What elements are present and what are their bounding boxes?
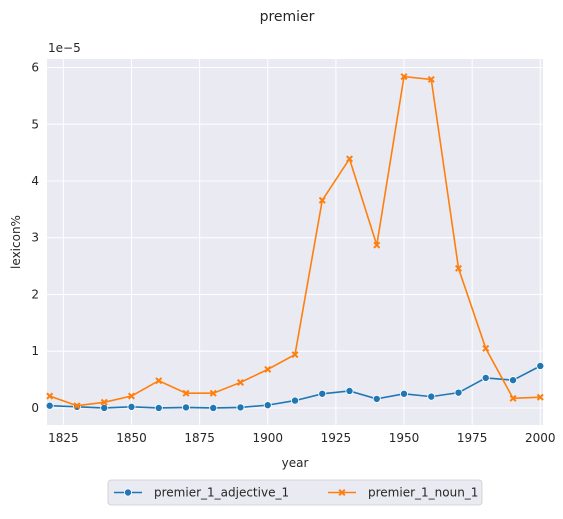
data-point: [427, 392, 436, 401]
data-point: [155, 377, 163, 385]
data-point: [154, 403, 163, 412]
legend-item: premier_1_adjective_1: [114, 486, 289, 500]
y-axis-scale-label: 1e−5: [48, 41, 81, 55]
x-tick-label: 1950: [389, 431, 420, 445]
data-point: [373, 241, 381, 249]
x-tick-label: 1875: [184, 431, 215, 445]
data-point: [127, 392, 135, 400]
legend-label: premier_1_noun_1: [368, 486, 478, 500]
data-point: [427, 75, 435, 83]
y-tick-label: 0: [31, 401, 39, 415]
x-axis-label: year: [282, 456, 309, 470]
y-tick-label: 4: [31, 174, 39, 188]
data-point: [264, 365, 272, 373]
series-1: [45, 361, 545, 412]
legend-label: premier_1_adjective_1: [154, 486, 289, 500]
data-point: [481, 373, 490, 382]
data-point: [236, 403, 245, 412]
y-tick-label: 1: [31, 344, 39, 358]
data-point: [318, 389, 327, 398]
data-point: [345, 386, 354, 395]
x-tick-labels: 1825 1850 1875 1900 1925 1950 1975 2000: [48, 431, 555, 445]
data-point: [181, 403, 190, 412]
x-tick-label: 1850: [116, 431, 147, 445]
legend-item: premier_1_noun_1: [328, 486, 478, 500]
y-tick-label: 5: [31, 117, 39, 131]
data-point: [209, 403, 218, 412]
data-point: [400, 389, 409, 398]
data-point: [290, 396, 299, 405]
data-point: [482, 344, 490, 352]
data-point: [372, 394, 381, 403]
data-point: [100, 403, 109, 412]
x-tick-label: 1825: [48, 431, 79, 445]
data-point: [345, 155, 354, 163]
data-point: [291, 351, 299, 359]
series-layer: [45, 73, 545, 412]
data-point: [45, 401, 54, 410]
x-tick-label: 1900: [252, 431, 283, 445]
y-axis-label: lexicon%: [9, 215, 23, 269]
data-point: [338, 488, 346, 497]
data-point: [182, 389, 190, 397]
data-point: [509, 376, 518, 385]
x-tick-label: 2000: [525, 431, 556, 445]
plot-area: [47, 59, 543, 425]
y-tick-labels: 0 1 2 3 4 5 6: [31, 61, 39, 415]
data-point: [318, 196, 326, 204]
data-point: [454, 388, 463, 397]
y-tick-label: 2: [31, 287, 39, 301]
x-tick-label: 1925: [321, 431, 352, 445]
data-point: [536, 393, 544, 401]
legend-box: [107, 479, 483, 506]
data-point: [536, 361, 545, 370]
data-point: [100, 398, 108, 406]
series-2: [46, 73, 544, 410]
data-point: [46, 392, 54, 400]
legend: premier_1_adjective_1 premier_1_noun_1: [107, 479, 483, 506]
data-point: [455, 264, 463, 272]
data-point: [263, 401, 272, 410]
grid-lines: [47, 59, 543, 425]
data-point: [400, 73, 408, 81]
data-point: [73, 402, 81, 410]
y-tick-label: 6: [31, 61, 39, 75]
data-point: [209, 389, 217, 397]
data-point: [127, 402, 136, 411]
chart-title: premier: [260, 9, 315, 25]
y-tick-label: 3: [31, 231, 39, 245]
x-tick-label: 1975: [457, 431, 488, 445]
data-point: [124, 488, 133, 497]
data-point: [236, 378, 245, 386]
data-point: [509, 394, 517, 402]
